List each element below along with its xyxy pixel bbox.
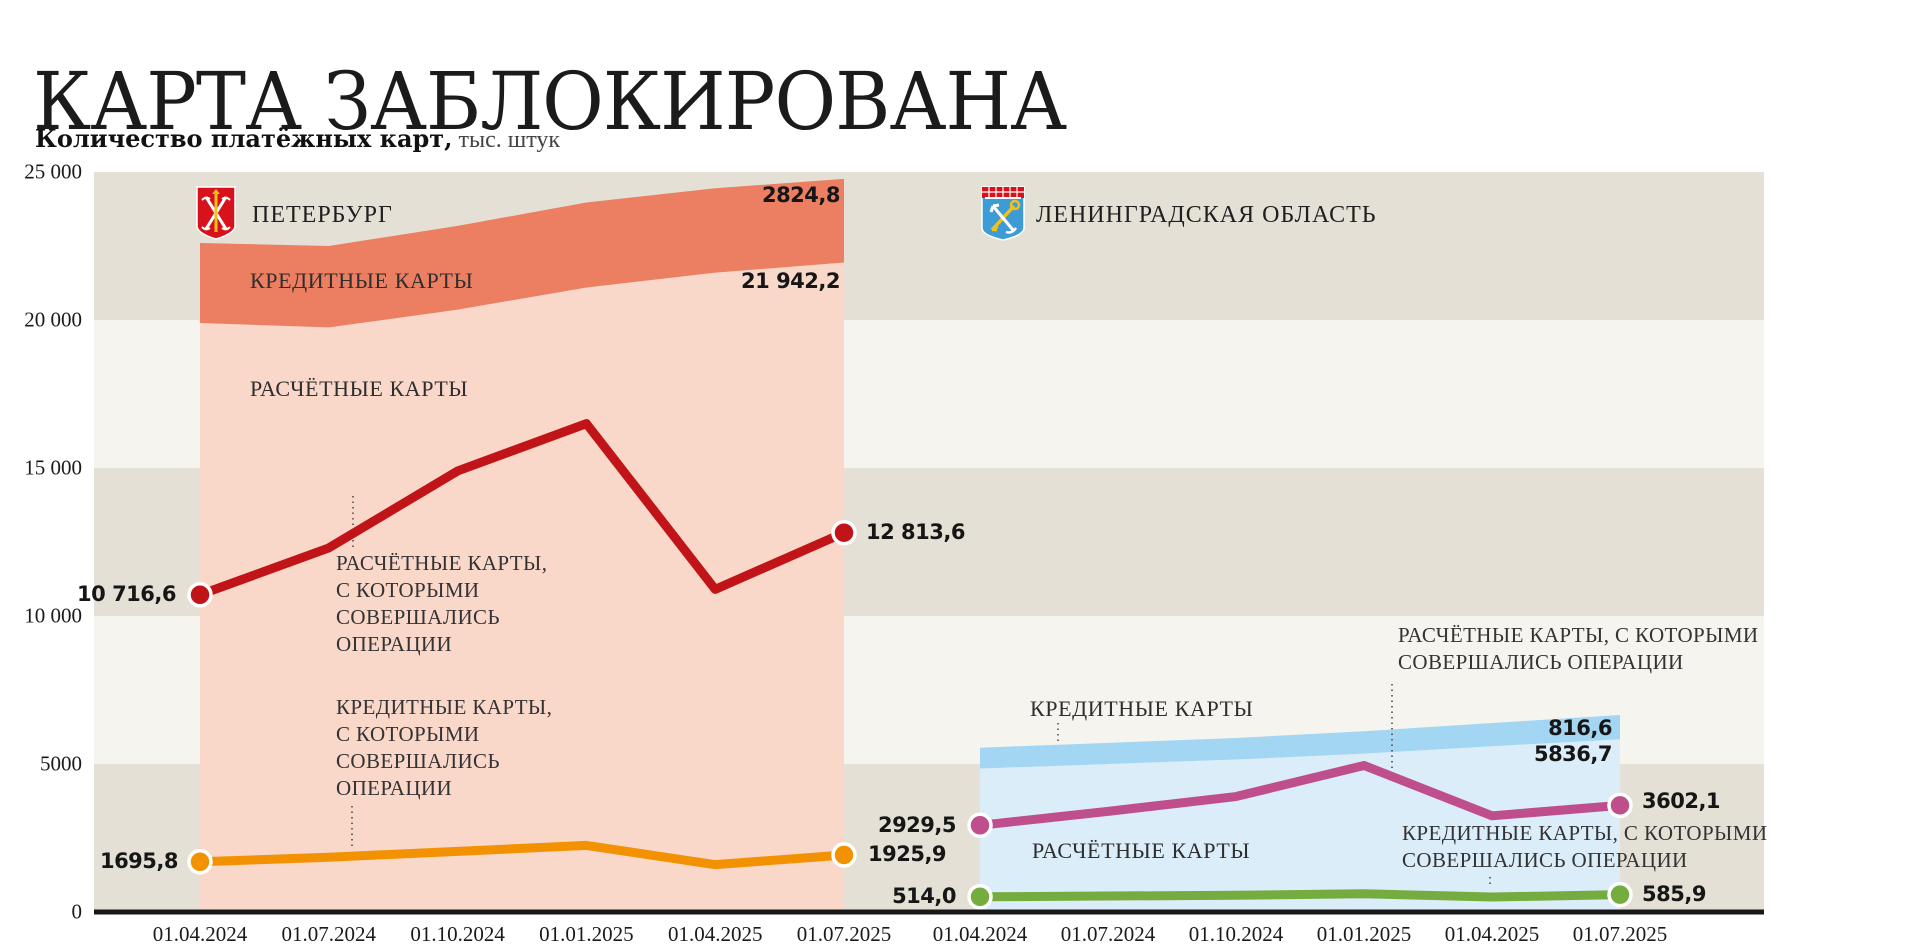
x-tick-label: 01.04.2025 [667,922,763,946]
x-tick-label: 01.07.2024 [281,922,377,946]
value-label-spb-credit-end: 2824,8 [761,183,841,207]
data-point-dot [187,582,213,608]
subtitle-unit: тыс. штук [452,127,561,153]
value-label-lo-credit-ops-start: 514,0 [892,884,956,908]
x-tick-label: 01.04.2024 [932,922,1028,946]
x-axis-line [94,909,1764,915]
data-point-dot [967,812,993,839]
y-tick-label: 25 000 [24,159,82,184]
value-label-lo-debit-end: 5836,7 [1533,742,1613,766]
annotation-lo-debit-ops: РАСЧЁТНЫЕ КАРТЫ, С КОТОРЫМИ СОВЕРШАЛИСЬ … [1398,623,1759,674]
area-label-lo-debit-cards: РАСЧЁТНЫЕ КАРТЫ [1032,838,1251,863]
area-debit-cards [200,262,844,913]
area-label-spb-debit-cards: РАСЧЁТНЫЕ КАРТЫ [250,376,469,401]
region-label-petersburg: ПЕТЕРБУРГ [252,202,393,228]
data-point-dot [1607,881,1633,908]
x-tick-label: 01.07.2024 [1060,922,1156,946]
ops-line [195,419,849,600]
area-credit-cards [200,178,844,328]
y-tick-label: 20 000 [24,307,82,332]
x-tick-label: 01.04.2024 [152,922,248,946]
y-tick-label: 0 [71,899,83,924]
ops-line [195,840,849,870]
chart-subtitle: Количество платёжных карт, тыс. штук [35,124,560,154]
data-point-dot [1607,792,1633,819]
area-debit-cards [980,739,1620,912]
annotation-spb-credit-ops: КРЕДИТНЫЕ КАРТЫ, С КОТОРЫМИ СОВЕРШАЛИСЬ … [336,695,553,800]
x-tick-label: 01.10.2024 [410,922,505,946]
value-label-lo-debit-ops-end: 3602,1 [1642,789,1721,813]
annotation-lo-credit-ops: КРЕДИТНЫЕ КАРТЫ, С КОТОРЫМИ СОВЕРШАЛИСЬ … [1402,821,1768,872]
value-label-spb-debit-ops-end: 12 813,6 [866,520,965,544]
annotation-spb-debit-ops: РАСЧЁТНЫЕ КАРТЫ, С КОТОРЫМИ СОВЕРШАЛИСЬ … [336,551,548,656]
value-label-spb-debit-ops-start: 10 716,6 [77,582,176,606]
leningrad-oblast-crest-icon [981,186,1025,241]
x-tick-label: 01.01.2025 [1316,922,1412,946]
region-label-leningrad-oblast: ЛЕНИНГРАДСКАЯ ОБЛАСТЬ [1036,202,1377,228]
value-label-lo-debit-ops-start: 2929,5 [877,813,957,837]
page-title: КАРТА ЗАБЛОКИРОВАНА [33,54,1067,148]
ops-line [975,889,1625,902]
y-tick-label: 15 000 [24,455,82,480]
value-label-lo-credit-ops-end: 585,9 [1642,882,1706,906]
x-tick-label: 01.04.2025 [1444,922,1540,946]
x-tick-label: 01.07.2025 [1572,922,1668,946]
y-tick-label: 10 000 [24,603,82,628]
area-label-lo-credit-cards: КРЕДИТНЫЕ КАРТЫ [1030,696,1254,721]
value-label-spb-credit-ops-end: 1925,9 [868,842,947,866]
value-label-spb-credit-ops-start: 1695,8 [99,849,179,873]
x-tick-label: 01.01.2025 [539,922,634,946]
data-point-dot [831,842,857,868]
y-tick-label: 5000 [40,751,82,776]
subtitle-bold: Количество платёжных карт, [35,124,453,153]
data-point-dot [967,884,993,910]
area-credit-cards [980,715,1620,769]
x-tick-label: 01.07.2025 [796,922,892,946]
ops-line [975,760,1625,830]
data-point-dot [831,519,857,546]
x-tick-label: 01.10.2024 [1188,922,1284,946]
area-label-spb-credit-cards: КРЕДИТНЫЕ КАРТЫ [250,268,474,293]
data-point-dot [187,849,213,875]
value-label-spb-debit-end: 21 942,2 [741,269,840,293]
value-label-lo-credit-end: 816,6 [1548,716,1612,740]
spb-crest-icon [196,186,236,240]
